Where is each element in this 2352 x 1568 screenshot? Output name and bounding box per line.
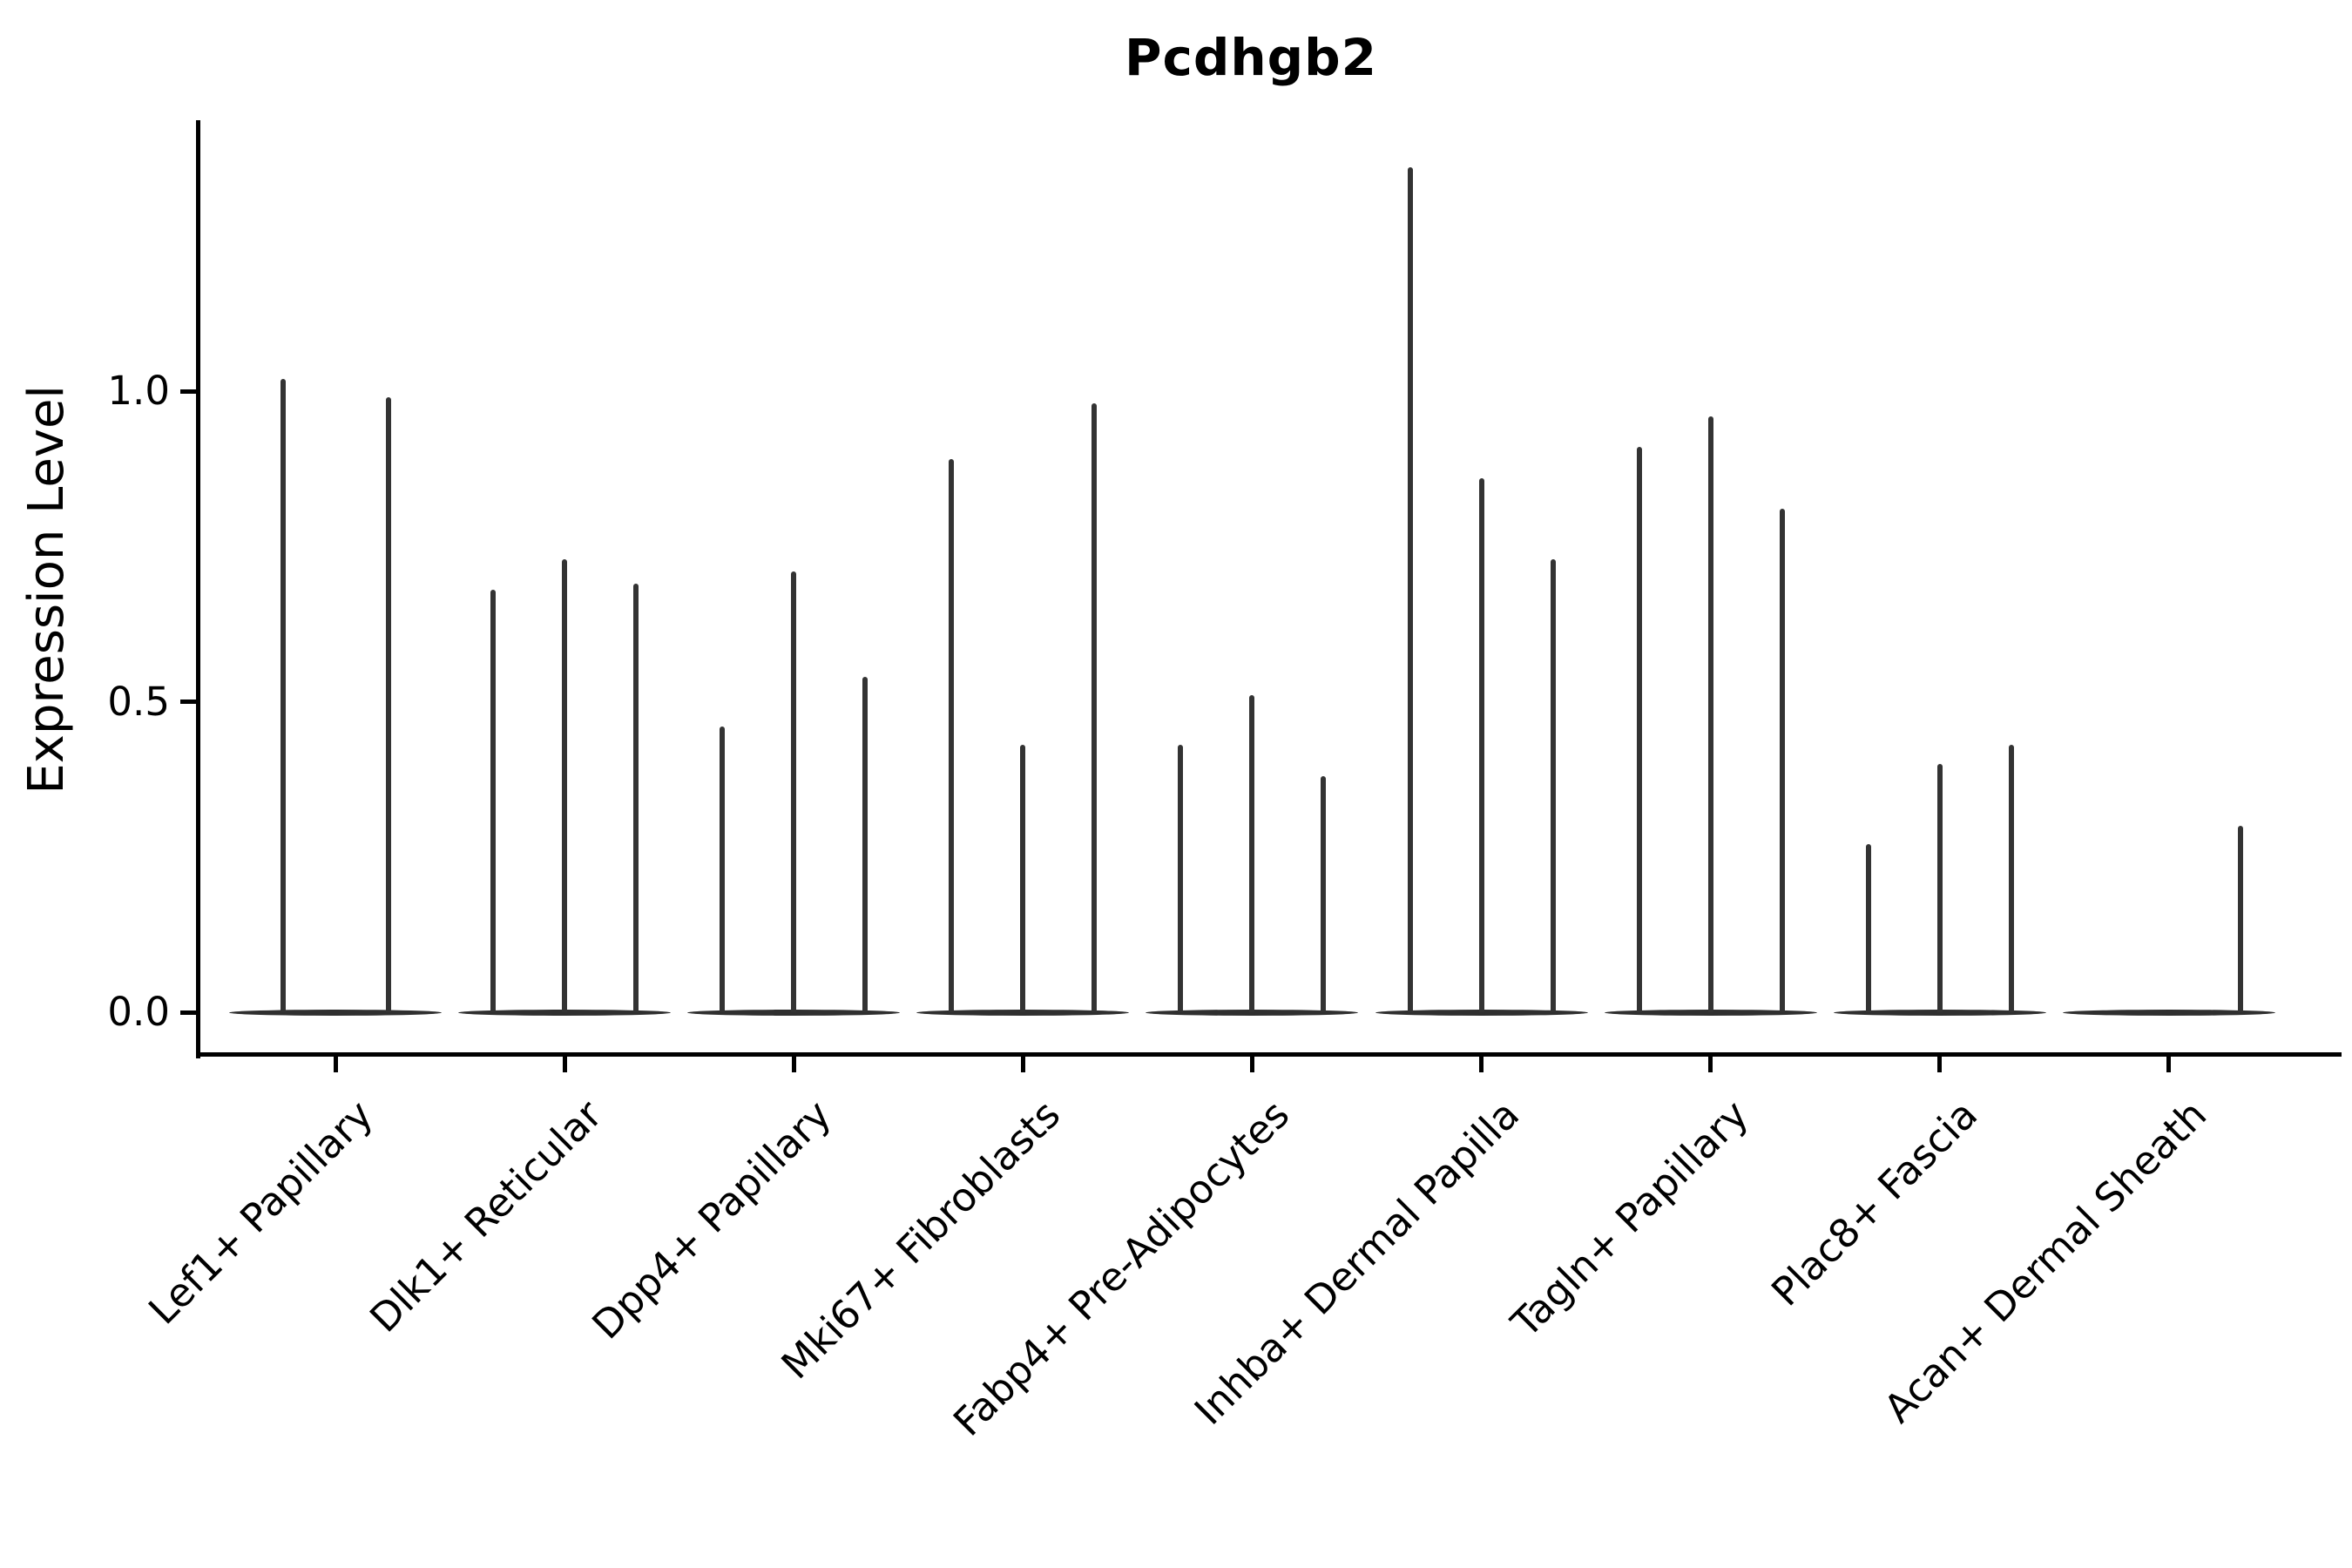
y-tick-mark	[180, 700, 196, 704]
violin-spike	[1407, 167, 1413, 1012]
violin-baseline	[2062, 1009, 2275, 1016]
violin-baseline	[916, 1009, 1130, 1016]
x-axis-spine	[196, 1052, 2342, 1057]
violin-spike	[1249, 695, 1255, 1012]
violin-spike	[1707, 416, 1713, 1012]
chart-title: Pcdhgb2	[1124, 28, 1378, 87]
x-tick-mark	[791, 1057, 796, 1072]
x-category-label: Mki67+ Fibroblasts	[772, 1091, 1070, 1389]
violin-baseline	[687, 1009, 901, 1016]
x-category-label: Fabp4+ Pre-Adipocytes	[944, 1091, 1299, 1445]
x-category-label: Plac8+ Fascia	[1762, 1091, 1986, 1315]
x-tick-mark	[562, 1057, 567, 1072]
y-tick-label: 1.0	[107, 368, 170, 414]
x-tick-mark	[1708, 1057, 1713, 1072]
violin-baseline	[1833, 1009, 2046, 1016]
violin-spike	[490, 590, 497, 1012]
violin-spike	[720, 727, 726, 1012]
violin-spike	[1550, 558, 1556, 1012]
x-category-label: Acan+ Dermal Sheath	[1875, 1091, 2215, 1432]
violin-baseline	[1146, 1009, 1359, 1016]
violin-spike	[280, 378, 286, 1012]
y-axis-spine	[196, 120, 200, 1058]
violin-spike	[949, 459, 955, 1012]
violin-spike	[1936, 763, 1943, 1012]
violin-spike	[791, 571, 797, 1012]
violin-spike	[633, 584, 639, 1012]
x-category-label: Dpp4+ Papillary	[583, 1091, 841, 1348]
violin-baseline	[458, 1009, 672, 1016]
violin-spike	[1636, 447, 1642, 1012]
violin-spike	[2008, 745, 2014, 1012]
violin-spike	[385, 397, 391, 1012]
x-tick-mark	[2166, 1057, 2172, 1072]
violin-spike	[1020, 745, 1026, 1012]
y-tick-mark	[180, 389, 196, 394]
y-axis-label-text: Expression Level	[17, 384, 75, 794]
x-category-label: Dlk1+ Reticular	[361, 1091, 612, 1342]
violin-spike	[562, 558, 568, 1012]
x-tick-mark	[333, 1057, 338, 1072]
x-tick-mark	[1937, 1057, 1943, 1072]
violin-baseline	[229, 1009, 442, 1016]
y-tick-mark	[180, 1010, 196, 1015]
x-tick-mark	[1249, 1057, 1254, 1072]
violin-spike	[1178, 745, 1184, 1012]
y-tick-label: 0.5	[107, 678, 170, 725]
x-category-label: Inhba+ Dermal Papilla	[1185, 1091, 1528, 1434]
y-tick-label: 0.0	[107, 989, 170, 1035]
x-tick-mark	[1479, 1057, 1484, 1072]
violin-baseline	[1375, 1009, 1588, 1016]
x-category-label: Tagln+ Papillary	[1502, 1091, 1757, 1347]
x-tick-mark	[1020, 1057, 1025, 1072]
violin-spike	[1779, 509, 1785, 1012]
violin-spike	[1865, 844, 1871, 1012]
violin-spike	[1478, 477, 1484, 1012]
violin-spike	[862, 676, 868, 1012]
violin-spike	[2237, 826, 2243, 1012]
y-axis-label: Expression Level	[16, 122, 77, 1057]
violin-spike	[1321, 776, 1327, 1012]
violin-spike	[1092, 403, 1098, 1012]
violin-baseline	[1604, 1009, 1817, 1016]
